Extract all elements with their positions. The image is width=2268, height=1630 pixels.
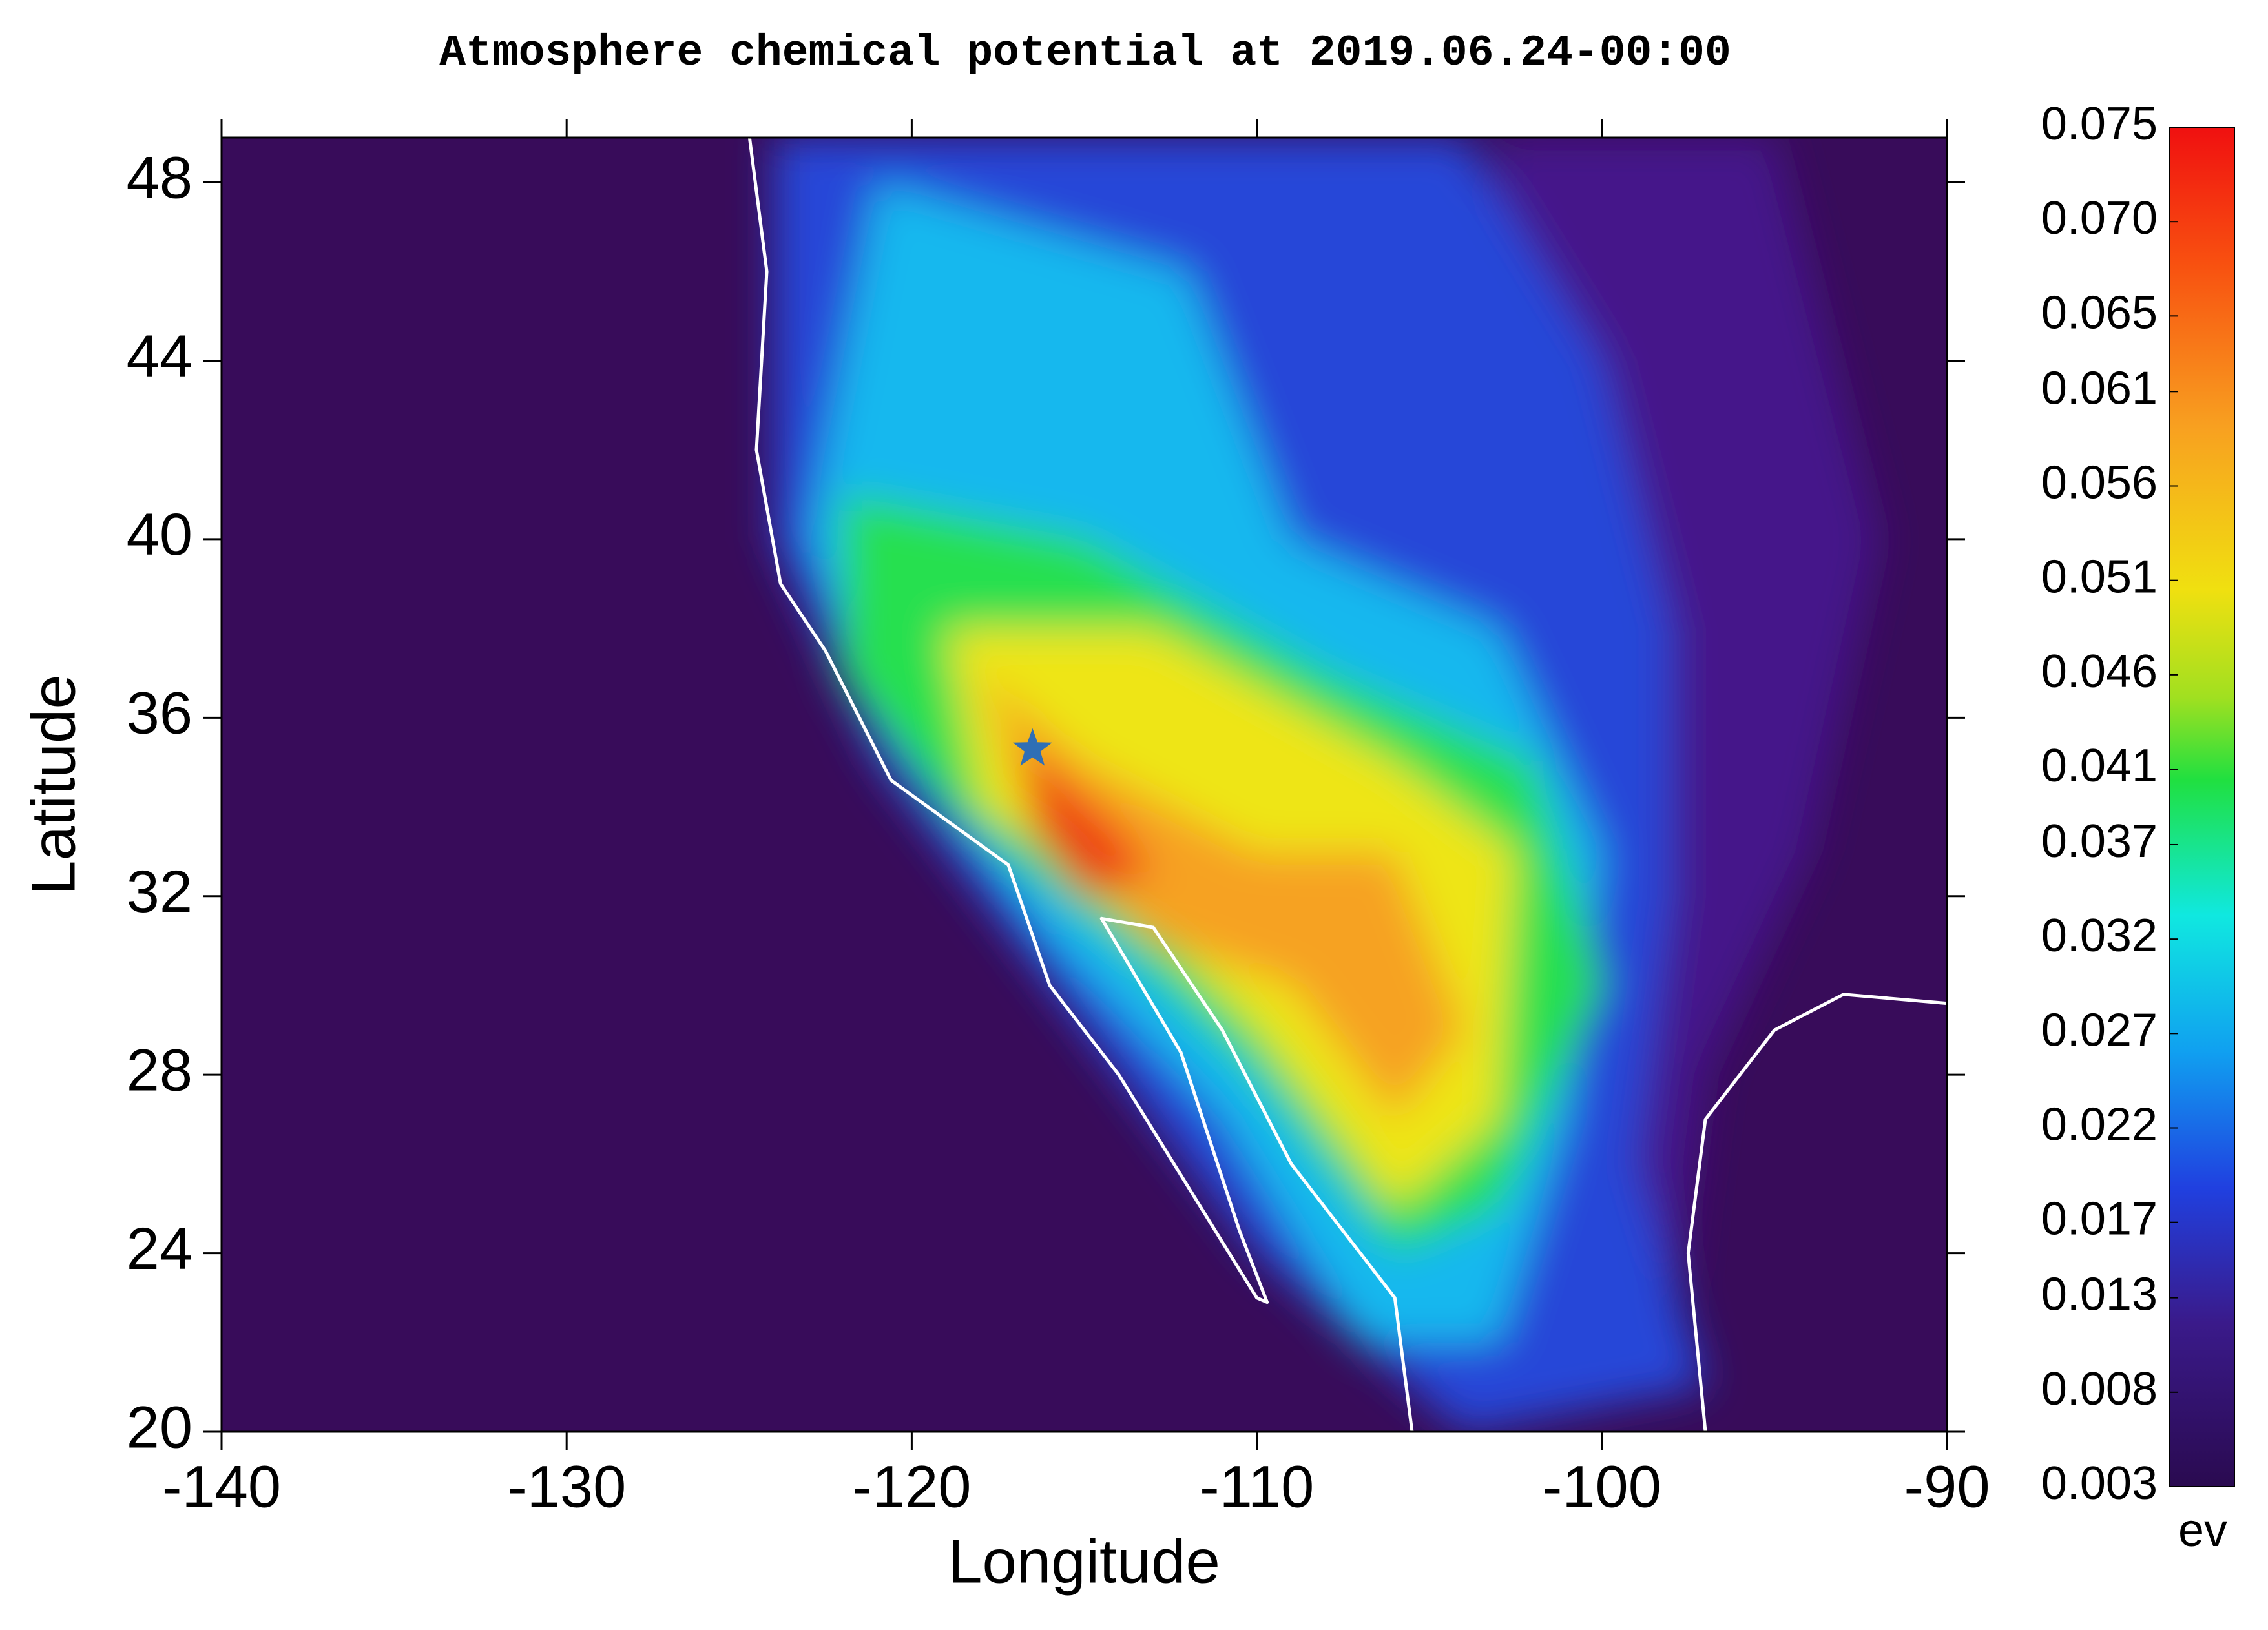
colorbar-tick-label: 0.003 bbox=[2041, 1458, 2158, 1509]
x-tick-label: -140 bbox=[162, 1454, 281, 1520]
x-axis-label: Longitude bbox=[948, 1527, 1220, 1596]
colorbar-tick-label: 0.041 bbox=[2041, 740, 2158, 792]
colorbar-tick-label: 0.075 bbox=[2041, 98, 2158, 150]
x-tick-label: -90 bbox=[1904, 1454, 1990, 1520]
heat-field bbox=[222, 138, 1947, 1432]
y-tick-label: 36 bbox=[127, 681, 192, 747]
site-marker bbox=[1012, 728, 1052, 766]
y-tick-label: 28 bbox=[127, 1037, 192, 1103]
colorbar-tick-label: 0.022 bbox=[2041, 1099, 2158, 1151]
y-tick-label: 20 bbox=[127, 1394, 192, 1460]
y-tick-label: 44 bbox=[127, 324, 192, 389]
x-tick-label: -100 bbox=[1543, 1454, 1661, 1520]
colorbar-tick-label: 0.056 bbox=[2041, 457, 2158, 509]
colorbar-tick-label: 0.017 bbox=[2041, 1193, 2158, 1245]
x-tick-label: -130 bbox=[507, 1454, 626, 1520]
colorbar-tick-label: 0.027 bbox=[2041, 1004, 2158, 1056]
colorbar-tick-label: 0.061 bbox=[2041, 362, 2158, 414]
colorbar-tick-label: 0.013 bbox=[2041, 1269, 2158, 1321]
colorbar-tick-label: 0.065 bbox=[2041, 287, 2158, 338]
y-axis-label: Latitude bbox=[19, 674, 88, 895]
y-tick-label: 40 bbox=[127, 502, 192, 568]
colorbar-tick-label: 0.037 bbox=[2041, 816, 2158, 867]
colorbar-tick-label: 0.008 bbox=[2041, 1363, 2158, 1415]
chart-title: Atmosphere chemical potential at 2019.06… bbox=[439, 28, 1731, 78]
y-tick-label: 48 bbox=[127, 145, 192, 211]
y-tick-label: 32 bbox=[127, 859, 192, 925]
y-tick-label: 24 bbox=[127, 1216, 192, 1282]
x-tick-label: -120 bbox=[852, 1454, 971, 1520]
colorbar-tick-label: 0.032 bbox=[2041, 910, 2158, 962]
plot-frame bbox=[220, 136, 1948, 1433]
colorbar-tick-label: 0.070 bbox=[2041, 192, 2158, 244]
x-tick-label: -110 bbox=[1200, 1454, 1314, 1520]
colorbar-tick-label: 0.046 bbox=[2041, 646, 2158, 697]
colorbar-tick-label: 0.051 bbox=[2041, 552, 2158, 603]
colorbar bbox=[2169, 127, 2235, 1487]
colorbar-unit: ev bbox=[2178, 1505, 2227, 1556]
